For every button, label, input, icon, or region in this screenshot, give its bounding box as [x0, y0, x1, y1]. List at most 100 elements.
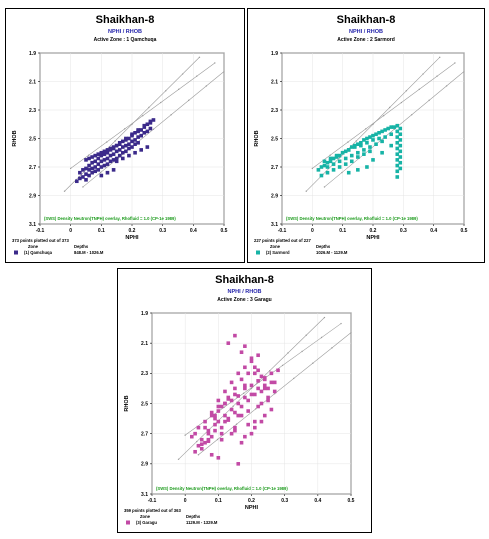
data-point	[398, 155, 403, 159]
data-point	[377, 131, 381, 135]
y-tick-label: 2.1	[271, 79, 278, 85]
overlay-line-marker	[341, 171, 343, 174]
data-point	[219, 431, 224, 436]
data-point	[249, 356, 254, 361]
data-point	[96, 168, 101, 172]
data-point	[272, 389, 277, 394]
data-point	[90, 155, 94, 159]
chart-svg: Shaikhan-8 NPHI / RHOB Active Zone : 1 Qam…	[12, 14, 228, 255]
data-point	[236, 371, 241, 376]
data-point	[206, 439, 211, 444]
chart-panel-garagu: Shaikhan-8 NPHI / RHOB Active Zone : 3 Gar…	[117, 268, 372, 533]
overlay-line-marker	[418, 88, 420, 91]
data-point	[127, 153, 131, 158]
zone-header: Zone	[270, 244, 281, 249]
data-point	[395, 163, 400, 168]
data-point	[236, 394, 241, 398]
data-point	[246, 371, 250, 376]
data-point	[75, 179, 79, 184]
data-point	[114, 143, 119, 148]
overlay-line-marker	[340, 322, 342, 325]
chart-svg: Shaikhan-8 NPHI / RHOB Active Zone : 3 Gar…	[124, 274, 355, 525]
data-point	[209, 413, 214, 418]
data-point	[365, 136, 369, 141]
overlay-line-marker	[439, 56, 441, 58]
data-point	[90, 166, 94, 171]
data-point	[349, 145, 354, 149]
chart-svg: Shaikhan-8 NPHI / RHOB Active Zone : 2 Sar…	[254, 14, 468, 255]
data-point	[380, 139, 384, 144]
data-point	[121, 145, 125, 149]
data-point	[229, 407, 234, 412]
active-zone-title: Active Zone : 3 Garagu	[217, 297, 271, 303]
overlay-line-marker	[274, 392, 276, 395]
data-point	[239, 413, 244, 418]
data-point	[209, 434, 214, 439]
y-tick-label: 1.9	[141, 311, 148, 317]
data-point	[243, 434, 247, 439]
overlay-line-marker	[99, 171, 102, 174]
points-plotted-text: 359 points plotted out of 363	[124, 508, 181, 513]
legend-swatch	[126, 520, 130, 525]
data-point	[99, 159, 104, 164]
data-point	[272, 380, 277, 385]
data-point	[365, 140, 369, 145]
overlay-line-marker	[198, 56, 201, 58]
y-tick-label: 2.5	[29, 136, 36, 142]
chart-title: Shaikhan-8	[337, 14, 396, 26]
data-point	[362, 152, 366, 156]
overlay-line-marker	[400, 101, 403, 104]
data-point	[105, 150, 110, 155]
overlay-line-marker	[254, 408, 257, 410]
data-point	[105, 148, 110, 152]
data-point	[346, 148, 351, 152]
overlay-line-marker	[445, 85, 448, 87]
data-point	[111, 158, 116, 162]
data-point	[253, 425, 257, 430]
data-point	[219, 425, 224, 430]
points-plotted-text: 373 points plotted out of 373	[12, 238, 69, 243]
zone-header: Zone	[28, 244, 39, 249]
data-point	[319, 173, 324, 178]
data-point	[356, 168, 360, 172]
data-point	[216, 456, 221, 460]
chart-subtitle: NPHI / RHOB	[108, 29, 142, 35]
data-point	[262, 383, 267, 388]
x-tick-label: 0.1	[339, 228, 346, 234]
data-point	[209, 452, 214, 457]
overlay-note: (SWS) Density Neutron(TNPH) overlay, Rho…	[286, 216, 418, 221]
data-point	[196, 425, 201, 430]
y-tick-label: 2.5	[271, 136, 278, 142]
y-tick-label: 3.1	[141, 492, 148, 498]
y-axis-label: RHOB	[254, 130, 260, 146]
overlay-line-marker	[422, 73, 424, 75]
overlay-line-marker	[87, 154, 90, 156]
data-point	[93, 153, 97, 158]
data-point	[105, 170, 110, 175]
overlay-line-marker	[405, 90, 408, 92]
data-point	[216, 409, 221, 413]
data-point	[253, 392, 257, 397]
data-point	[142, 123, 147, 128]
data-point	[111, 145, 116, 149]
data-point	[206, 428, 211, 433]
data-point	[213, 422, 217, 427]
data-point	[111, 152, 116, 156]
data-point	[266, 398, 270, 403]
data-point	[337, 159, 342, 164]
data-point	[389, 125, 393, 129]
y-tick-label: 2.3	[29, 108, 36, 114]
data-point	[219, 404, 224, 409]
overlay-line-marker	[69, 167, 72, 170]
overlay-line-marker	[214, 62, 216, 64]
data-point	[256, 379, 260, 383]
data-point	[256, 386, 260, 391]
data-point	[99, 173, 104, 178]
overlay-line-marker	[106, 141, 108, 143]
overlay-line-marker	[454, 62, 456, 64]
data-point	[389, 143, 393, 148]
data-point	[133, 138, 137, 142]
x-tick-label: 0.5	[348, 498, 355, 504]
data-point	[124, 136, 128, 141]
x-tick-label: 0.1	[98, 228, 105, 234]
